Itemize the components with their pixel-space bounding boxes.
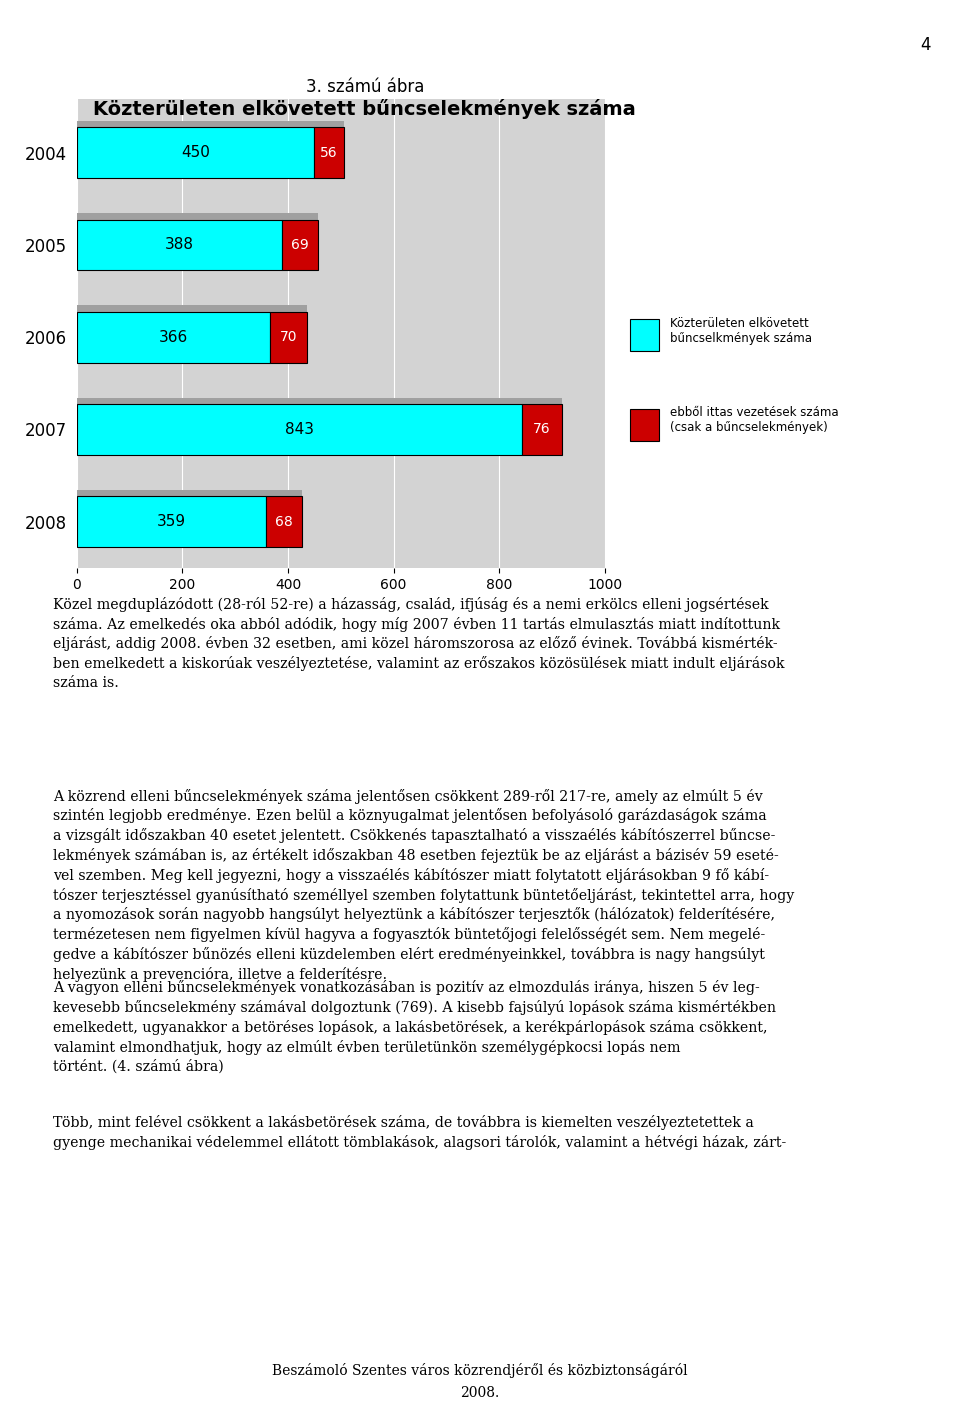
Text: 4: 4 xyxy=(921,36,931,54)
Bar xyxy=(77,496,266,547)
Text: Közterületen elkövetett bűncselekmények száma: Közterületen elkövetett bűncselekmények … xyxy=(93,99,636,119)
Text: 388: 388 xyxy=(165,237,194,253)
Bar xyxy=(77,121,344,172)
Text: 2008.: 2008. xyxy=(461,1385,499,1400)
Bar xyxy=(77,404,522,455)
Bar xyxy=(270,311,307,362)
Bar xyxy=(266,496,302,547)
Text: 68: 68 xyxy=(276,514,293,529)
Text: 359: 359 xyxy=(157,514,186,529)
Text: 450: 450 xyxy=(181,145,210,161)
Bar xyxy=(281,219,318,270)
Bar xyxy=(315,128,344,178)
Text: 843: 843 xyxy=(285,422,314,436)
Bar xyxy=(77,219,281,270)
Bar xyxy=(77,213,318,264)
Text: 366: 366 xyxy=(158,330,188,345)
Bar xyxy=(77,306,307,357)
Text: Közterületen elkövetett
bűncselkmények száma: Közterületen elkövetett bűncselkmények s… xyxy=(670,317,812,345)
Text: Közel megduplázódott (28-ról 52-re) a házasság, család, ifjúság és a nemi erkölc: Közel megduplázódott (28-ról 52-re) a há… xyxy=(53,597,784,689)
Text: A közrend elleni bűncselekmények száma jelentősen csökkent 289-ről 217-re, amely: A közrend elleni bűncselekmények száma j… xyxy=(53,789,794,982)
Bar xyxy=(77,398,562,449)
Bar xyxy=(630,409,659,441)
Bar xyxy=(630,320,659,351)
Bar xyxy=(522,404,562,455)
Text: Több, mint felével csökkent a lakásbetörések száma, de továbbra is kiemelten ves: Több, mint felével csökkent a lakásbetör… xyxy=(53,1115,786,1150)
Bar xyxy=(77,311,270,362)
Text: A vagyon elleni bűncselekmények vonatkozásában is pozitív az elmozdulás iránya, : A vagyon elleni bűncselekmények vonatkoz… xyxy=(53,980,776,1074)
Text: 76: 76 xyxy=(533,422,551,436)
Bar xyxy=(77,128,315,178)
Text: 3. számú ábra: 3. számú ábra xyxy=(305,78,424,97)
Text: Beszámoló Szentes város közrendjéről és közbiztonságáról: Beszámoló Szentes város közrendjéről és … xyxy=(273,1363,687,1378)
Text: 56: 56 xyxy=(321,145,338,159)
Bar xyxy=(77,490,302,540)
Text: 69: 69 xyxy=(291,237,309,252)
Text: 70: 70 xyxy=(279,330,298,344)
Text: ebből ittas vezetések száma
(csak a bűncselekmények): ebből ittas vezetések száma (csak a bűnc… xyxy=(670,406,839,435)
